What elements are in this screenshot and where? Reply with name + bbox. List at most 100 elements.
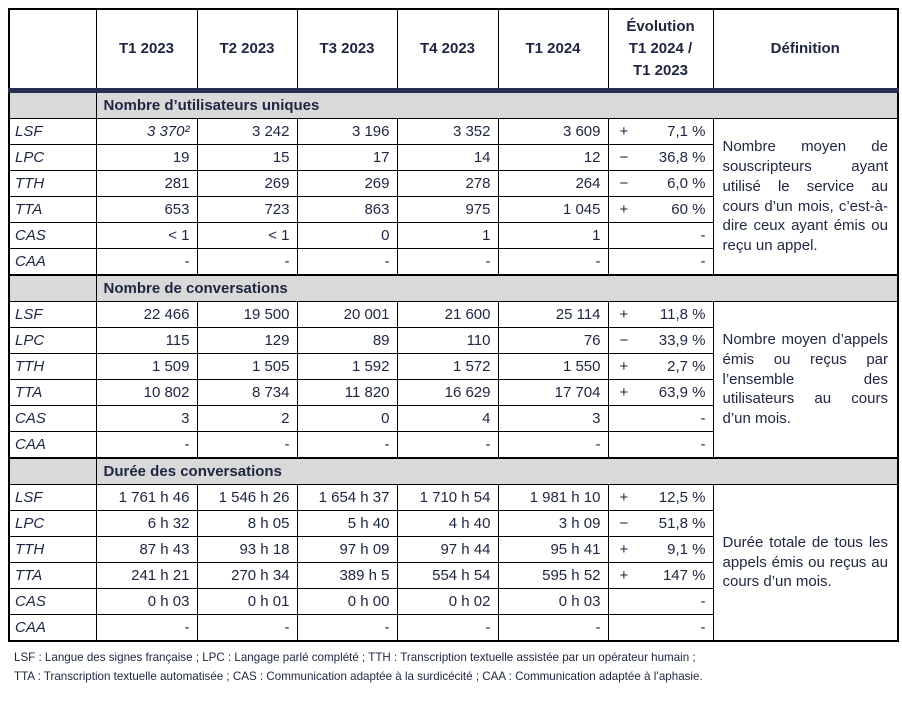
value-cell: < 1 <box>95 222 198 249</box>
value-cell: 5 h 40 <box>296 510 398 537</box>
evolution-cell: +63,9 % <box>607 379 714 406</box>
value-cell: 281 <box>95 170 198 197</box>
evolution-value: - <box>700 253 706 270</box>
value-cell: 1 592 <box>296 353 398 380</box>
value-cell: 76 <box>497 327 609 354</box>
value-cell: 0 h 01 <box>196 588 298 615</box>
evolution-cell: +2,7 % <box>607 353 714 380</box>
value-cell: 10 802 <box>95 379 198 406</box>
row-label-cas: CAS <box>8 405 97 432</box>
value-cell: 1 <box>497 222 609 249</box>
value-cell: 278 <box>396 170 499 197</box>
evolution-value: - <box>700 593 706 610</box>
value-cell: 1 981 h 10 <box>497 484 609 511</box>
evolution-cell: - <box>607 614 714 642</box>
table-row: CAS 3 2 0 4 3- <box>8 405 898 432</box>
evolution-value: 9,1 % <box>667 541 706 558</box>
value-cell: 8 734 <box>196 379 298 406</box>
evolution-header-line3: T1 2023 <box>632 61 689 79</box>
value-cell: 12 <box>497 144 609 171</box>
value-cell: 2 <box>196 405 298 432</box>
evolution-value: 12,5 % <box>658 489 706 506</box>
value-cell: 3 352 <box>396 118 499 145</box>
evolution-value: 7,1 % <box>667 123 706 140</box>
evolution-value: 33,9 % <box>658 332 706 349</box>
column-header-t1-2023: T1 2023 <box>95 8 198 93</box>
row-label-caa: CAA <box>8 431 97 459</box>
evolution-cell: +60 % <box>607 196 714 223</box>
definition-cell: Durée totale de tous les appels émis ou … <box>712 484 899 642</box>
value-cell: 20 001 <box>296 301 398 328</box>
value-cell: - <box>196 248 298 276</box>
evolution-value: 60 % <box>671 201 706 218</box>
row-label-lsf: LSF <box>8 118 97 145</box>
value-cell: - <box>95 248 198 276</box>
column-header-t2-2023: T2 2023 <box>196 8 298 93</box>
evolution-sign: − <box>619 515 629 532</box>
section-header-row: Durée des conversations <box>8 457 899 485</box>
evolution-sign: + <box>619 201 629 218</box>
evolution-cell: - <box>607 431 714 459</box>
value-cell: 1 572 <box>396 353 499 380</box>
section-label-spacer <box>8 457 97 485</box>
table-body: Nombre d’utilisateurs uniques LSF 3 370² 3 … <box>8 89 899 642</box>
value-cell: 3 242 <box>196 118 298 145</box>
evolution-value: 147 % <box>662 567 706 584</box>
row-label-tth: TTH <box>8 536 97 563</box>
row-label-tth: TTH <box>8 353 97 380</box>
value-cell: 129 <box>196 327 298 354</box>
value-cell: 554 h 54 <box>396 562 499 589</box>
table-row: TTA 241 h 21 270 h 34 389 h 5 554 h 54 595 h … <box>8 562 898 589</box>
value-cell: - <box>95 431 198 459</box>
section-label-spacer <box>8 89 97 119</box>
evolution-sign: + <box>619 358 629 375</box>
value-cell: 19 <box>95 144 198 171</box>
value-cell: 6 h 32 <box>95 510 198 537</box>
row-label-tta: TTA <box>8 379 97 406</box>
evolution-cell: - <box>607 405 714 432</box>
value-cell: 25 114 <box>497 301 609 328</box>
evolution-value: - <box>700 436 706 453</box>
corner-cell <box>8 8 97 93</box>
value-cell: 269 <box>196 170 298 197</box>
column-header-t4-2023: T4 2023 <box>396 8 499 93</box>
value-cell: 863 <box>296 196 398 223</box>
evolution-sign: − <box>619 149 629 166</box>
value-cell: 723 <box>196 196 298 223</box>
value-cell: 241 h 21 <box>95 562 198 589</box>
table-row: TTH 87 h 43 93 h 18 97 h 09 97 h 44 95 h 41 +9… <box>8 536 898 563</box>
value-cell: 16 629 <box>396 379 499 406</box>
value-cell: - <box>497 614 609 642</box>
value-cell: 653 <box>95 196 198 223</box>
value-cell: 3 h 09 <box>497 510 609 537</box>
column-header-t1-2024: T1 2024 <box>497 8 609 93</box>
value-cell: 89 <box>296 327 398 354</box>
definition-cell: Nombre moyen de souscripteurs ayant util… <box>712 118 899 276</box>
evolution-sign: + <box>619 489 629 506</box>
value-cell: 93 h 18 <box>196 536 298 563</box>
footnote-line-2: TTA : Transcription textuelle automatisé… <box>14 669 703 683</box>
evolution-cell: − 36,8 % <box>607 144 714 171</box>
section-label-spacer <box>8 274 97 302</box>
table-row: LPC 6 h 32 8 h 05 5 h 40 4 h 40 3 h 09− 51,8 % <box>8 510 898 537</box>
evolution-value: 6,0 % <box>667 175 706 192</box>
footnote: LSF : Langue des signes française ; LPC … <box>14 649 902 686</box>
value-cell: - <box>296 248 398 276</box>
value-cell: - <box>396 614 499 642</box>
evolution-cell: − 51,8 % <box>607 510 714 537</box>
row-label-tta: TTA <box>8 196 97 223</box>
evolution-cell: +7,1 % <box>607 118 714 145</box>
column-header-definition: Définition <box>712 8 899 93</box>
value-cell: 1 550 <box>497 353 609 380</box>
value-cell: - <box>95 614 198 642</box>
value-cell: 21 600 <box>396 301 499 328</box>
evolution-cell: − 33,9 % <box>607 327 714 354</box>
value-cell: 1 710 h 54 <box>396 484 499 511</box>
evolution-cell: +9,1 % <box>607 536 714 563</box>
definition-cell: Nombre moyen d’appels émis ou reçus par … <box>712 301 899 459</box>
evolution-value: 36,8 % <box>658 149 706 166</box>
value-cell: 0 h 02 <box>396 588 499 615</box>
value-cell: 0 <box>296 405 398 432</box>
value-cell: 595 h 52 <box>497 562 609 589</box>
